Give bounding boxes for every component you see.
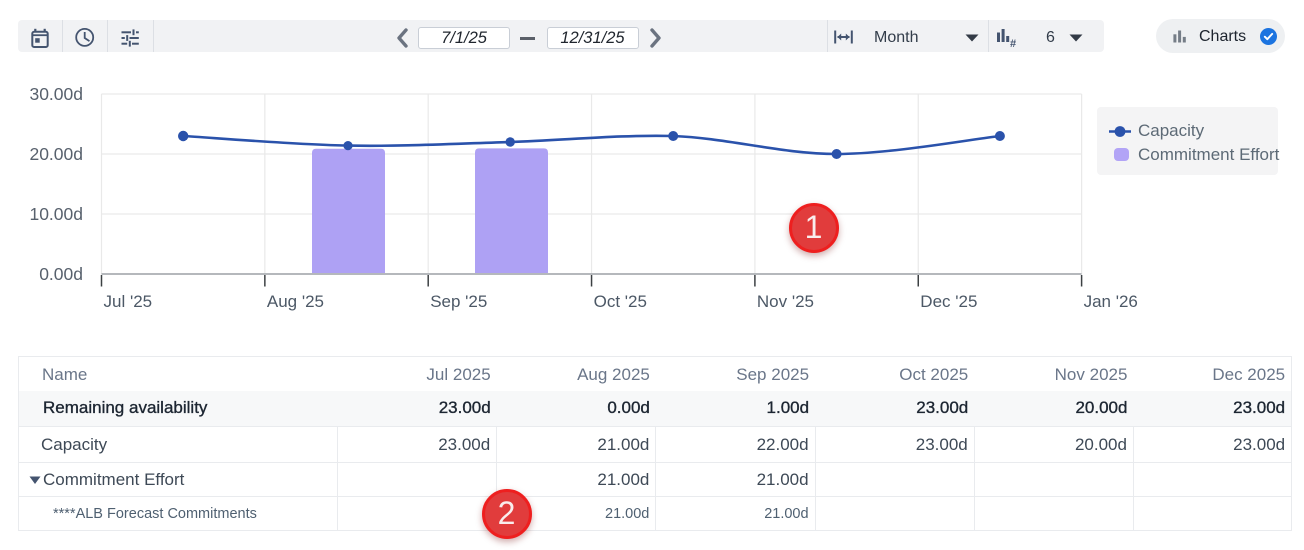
svg-text:10.00d: 10.00d — [29, 204, 83, 224]
svg-text:Jan '26: Jan '26 — [1084, 292, 1138, 311]
svg-text:Sep '25: Sep '25 — [430, 292, 487, 311]
svg-text:Jul '25: Jul '25 — [104, 292, 153, 311]
svg-text:Aug '25: Aug '25 — [267, 292, 324, 311]
svg-text:Oct '25: Oct '25 — [594, 292, 647, 311]
svg-text:20.00d: 20.00d — [29, 144, 83, 164]
svg-text:Nov '25: Nov '25 — [757, 292, 814, 311]
svg-text:Dec '25: Dec '25 — [920, 292, 977, 311]
svg-text:#: # — [1010, 38, 1016, 48]
svg-text:0.00d: 0.00d — [39, 264, 83, 284]
svg-text:30.00d: 30.00d — [29, 84, 83, 104]
